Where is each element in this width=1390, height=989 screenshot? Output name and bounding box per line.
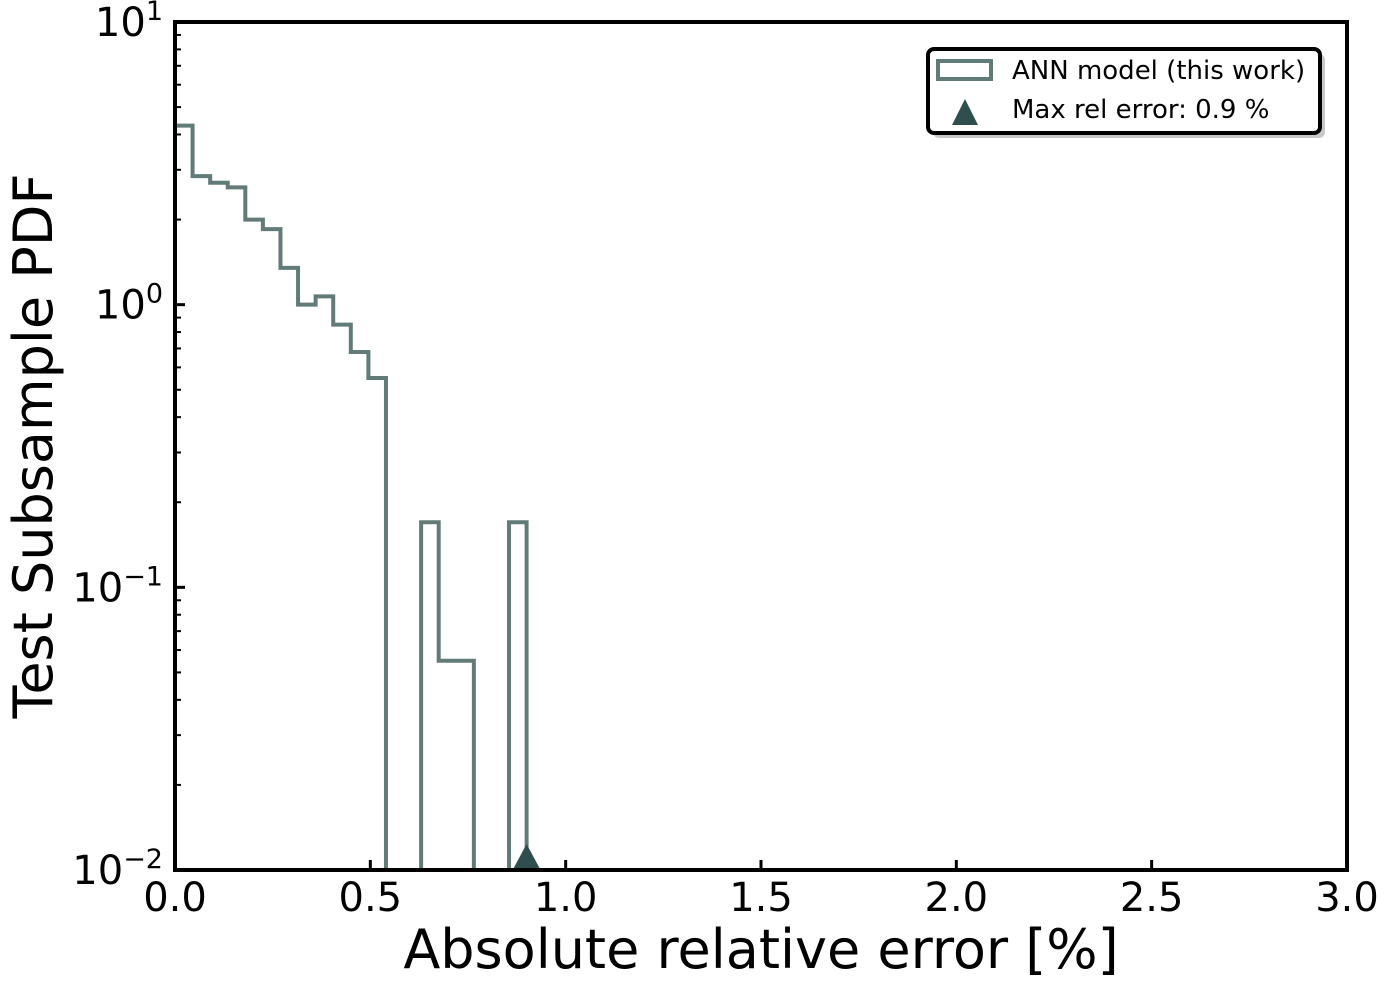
x-tick-label: 1.5 <box>729 875 793 921</box>
legend-triangle-marker <box>952 99 978 125</box>
x-tick-label: 3.0 <box>1315 875 1379 921</box>
x-tick-label: 0.5 <box>339 875 403 921</box>
plot-frame <box>173 20 1349 872</box>
y-tick-label: 101 <box>95 0 163 46</box>
x-tick-label: 2.0 <box>925 875 989 921</box>
legend-box <box>926 47 1322 135</box>
y-tick-exponent: 1 <box>146 0 163 27</box>
plot-content <box>173 123 541 872</box>
max-error-marker-0 <box>512 844 541 870</box>
y-tick-base: 10 <box>95 283 146 329</box>
y-tick-exponent: 0 <box>146 279 163 310</box>
legend-marker-label: Max rel error: 0.9 % <box>1012 95 1269 125</box>
y-tick-base: 10 <box>72 848 123 894</box>
histogram-series-0 <box>173 123 529 872</box>
legend: ANN model (this work) Max rel error: 0.9… <box>926 47 1325 138</box>
y-axis-label: Test Subsample PDF <box>2 174 65 720</box>
y-tick-label: 100 <box>95 279 163 329</box>
x-axis-label: Absolute relative error [%] <box>403 918 1118 981</box>
x-axis-ticks: 0.0 0.5 1.0 1.5 2.0 2.5 3.0 <box>143 860 1379 921</box>
x-tick-label: 1.0 <box>534 875 598 921</box>
y-tick-base: 10 <box>95 0 146 46</box>
y-tick-base: 10 <box>72 565 123 611</box>
y-tick-exponent: −2 <box>123 844 163 875</box>
y-tick-label: 10−1 <box>72 561 163 611</box>
x-tick-label: 0.0 <box>143 875 207 921</box>
y-tick-label: 10−2 <box>72 844 163 894</box>
legend-histogram-swatch <box>936 59 993 81</box>
x-tick-label: 2.5 <box>1120 875 1184 921</box>
y-tick-exponent: −1 <box>123 561 163 592</box>
legend-histogram-label: ANN model (this work) <box>1012 56 1305 86</box>
